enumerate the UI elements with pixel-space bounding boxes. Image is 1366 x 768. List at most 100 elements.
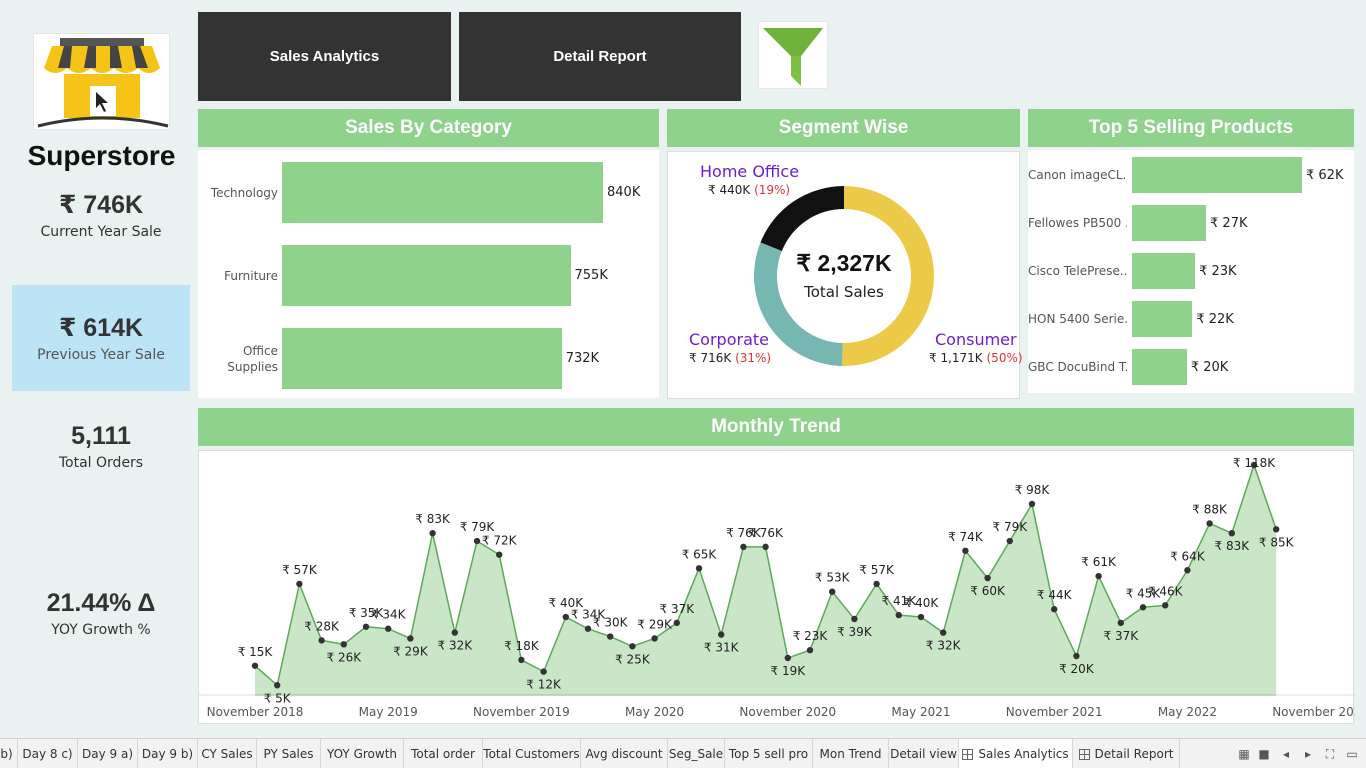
- trend-point[interactable]: [362, 623, 370, 630]
- product-bar-3[interactable]: [1132, 253, 1196, 289]
- sheet-tab-total-customers[interactable]: Total Customers: [483, 739, 581, 768]
- sheet-tab-day-9-b[interactable]: Day 9 b): [138, 739, 198, 768]
- trend-point[interactable]: [940, 629, 947, 636]
- trend-point[interactable]: [784, 654, 791, 662]
- trend-point[interactable]: [851, 615, 858, 623]
- category-bar-office-supplies[interactable]: [282, 328, 562, 389]
- trend-point[interactable]: [1139, 604, 1147, 611]
- sheet-tab-mon-trend[interactable]: Mon Trend: [813, 739, 889, 768]
- trend-point[interactable]: [607, 633, 614, 640]
- sheet-tab-detail-report[interactable]: Detail Report: [1073, 739, 1180, 768]
- sheet-tab-day-9-a[interactable]: Day 9 a): [78, 739, 138, 768]
- trend-value-label: ₹ 34K: [371, 608, 407, 622]
- sheet-tab-label: Sales Analytics: [978, 747, 1069, 761]
- trend-point[interactable]: [340, 641, 347, 648]
- detail-report-button[interactable]: Detail Report: [459, 12, 741, 101]
- trend-point[interactable]: [1228, 530, 1236, 537]
- trend-point[interactable]: [806, 646, 814, 654]
- category-bar-furniture[interactable]: [282, 245, 571, 306]
- trend-point[interactable]: [562, 613, 569, 621]
- sheet-tab-detail-view[interactable]: Detail view: [889, 739, 959, 768]
- sheet-tab-label: CY Sales: [201, 747, 253, 761]
- sheet-tab-py-sales[interactable]: PY Sales: [257, 739, 321, 768]
- sheet-tab-sales-analytics[interactable]: Sales Analytics: [959, 739, 1073, 768]
- trend-point[interactable]: [1028, 500, 1036, 508]
- trend-point[interactable]: [762, 543, 769, 551]
- trend-point[interactable]: [1250, 461, 1258, 469]
- trend-point[interactable]: [1206, 520, 1213, 527]
- trend-point[interactable]: [1073, 652, 1080, 660]
- trend-value-label: ₹ 57K: [859, 563, 895, 577]
- trend-point[interactable]: [473, 537, 481, 545]
- trend-point[interactable]: [584, 625, 592, 632]
- sheet-tab-total-order[interactable]: Total order: [404, 739, 483, 768]
- sales-analytics-button[interactable]: Sales Analytics: [198, 12, 451, 101]
- sheet-tab-cy-sales[interactable]: CY Sales: [198, 739, 257, 768]
- trend-point[interactable]: [962, 547, 969, 554]
- trend-value-label: ₹ 57K: [282, 563, 318, 577]
- funnel-icon: [763, 28, 823, 86]
- x-axis-tick-label: November 2022: [1272, 705, 1355, 719]
- donut-slice-home-office[interactable]: [760, 186, 844, 251]
- sheet-tab-avg-discount[interactable]: Avg discount: [581, 739, 668, 768]
- x-axis-tick-label: May 2019: [359, 705, 418, 719]
- grid-view-icon[interactable]: ▦: [1238, 747, 1250, 761]
- trend-point[interactable]: [451, 629, 458, 636]
- trend-point[interactable]: [1162, 602, 1169, 609]
- trend-point[interactable]: [429, 530, 436, 537]
- trend-point[interactable]: [1006, 537, 1013, 545]
- trend-point[interactable]: [318, 637, 325, 644]
- product-bar-1[interactable]: [1132, 157, 1302, 193]
- trend-point[interactable]: [1184, 567, 1191, 574]
- category-bar-technology[interactable]: [282, 162, 603, 223]
- product-bar-4[interactable]: [1132, 301, 1193, 337]
- category-value-technology: 840K: [607, 185, 641, 200]
- product-bar-2[interactable]: [1132, 205, 1207, 241]
- previous-year-sale-label: Previous Year Sale: [37, 347, 165, 363]
- trend-point[interactable]: [651, 635, 658, 642]
- trend-point[interactable]: [296, 580, 303, 588]
- trend-point[interactable]: [1273, 526, 1280, 533]
- product-bar-5[interactable]: [1132, 349, 1187, 385]
- trend-value-label: ₹ 5K: [264, 691, 292, 705]
- category-value-office-supplies: 732K: [565, 351, 600, 366]
- category-label-furniture: Furniture: [224, 269, 278, 283]
- prev-sheet-icon[interactable]: ◂: [1282, 747, 1290, 761]
- trend-point[interactable]: [718, 631, 725, 638]
- trend-point[interactable]: [540, 668, 547, 675]
- trend-point[interactable]: [518, 656, 525, 664]
- trend-point[interactable]: [1117, 619, 1124, 627]
- trend-point[interactable]: [740, 543, 747, 551]
- presentation-icon[interactable]: ▭: [1346, 747, 1358, 761]
- trend-point[interactable]: [829, 588, 836, 595]
- fullscreen-icon[interactable]: ⛶: [1325, 746, 1335, 761]
- trend-point[interactable]: [984, 574, 991, 582]
- trend-point[interactable]: [274, 682, 281, 689]
- sheet-tab-b[interactable]: b): [0, 739, 18, 768]
- trend-point[interactable]: [895, 611, 902, 619]
- trend-point[interactable]: [1051, 606, 1058, 613]
- x-axis-tick-label: November 2021: [1006, 705, 1103, 719]
- sheet-tab-day-8-c[interactable]: Day 8 c): [18, 739, 78, 768]
- trend-point[interactable]: [629, 643, 636, 650]
- trend-point[interactable]: [251, 662, 259, 669]
- next-sheet-icon[interactable]: ▸: [1304, 747, 1312, 761]
- trend-value-label: ₹ 44K: [1037, 588, 1073, 602]
- trend-point[interactable]: [673, 619, 680, 627]
- trend-point[interactable]: [695, 565, 703, 572]
- current-year-sale-value: ₹ 746K: [58, 191, 144, 219]
- sheet-tab-top-5-sell-pro[interactable]: Top 5 sell pro: [725, 739, 813, 768]
- donut-slice-consumer[interactable]: [842, 186, 934, 366]
- sheet-tab-seg-sale[interactable]: Seg_Sale: [668, 739, 725, 768]
- trend-value-label: ₹ 65K: [682, 547, 718, 561]
- trend-point[interactable]: [873, 580, 880, 588]
- trend-point[interactable]: [1095, 572, 1102, 580]
- sheet-tab-yoy-growth[interactable]: YOY Growth: [321, 739, 404, 768]
- trend-point[interactable]: [917, 613, 925, 621]
- donut-slice-corporate[interactable]: [754, 242, 843, 366]
- trend-point[interactable]: [385, 625, 392, 632]
- trend-point[interactable]: [496, 551, 503, 558]
- trend-point[interactable]: [407, 635, 414, 642]
- square-view-icon[interactable]: ■: [1258, 747, 1270, 761]
- filter-button[interactable]: [758, 21, 828, 89]
